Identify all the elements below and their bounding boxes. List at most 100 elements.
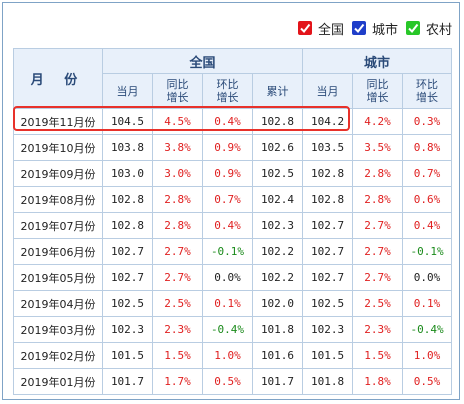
table-row: 2019年03月份 102.3 2.3% -0.4% 101.8 102.3 2.3% -0.… (13, 316, 453, 343)
cell-c_yoy: 2.3% (352, 316, 404, 343)
cell-c_cur: 102.5 (302, 290, 354, 317)
cell-n_yoy: 2.5% (152, 290, 203, 317)
cell-month: 2019年03月份 (13, 316, 103, 343)
cell-c_mom: 0.1% (402, 290, 453, 317)
cell-c_mom: 0.0% (402, 264, 453, 291)
table-row: 2019年06月份 102.7 2.7% -0.1% 102.2 102.7 2.7% -0.… (13, 238, 453, 265)
cell-month: 2019年02月份 (13, 342, 103, 369)
table-row: 2019年11月份 104.5 4.5% 0.4% 102.8 104.2 4.2% 0.3% (13, 108, 453, 135)
cell-c_yoy: 2.8% (352, 186, 404, 213)
cell-c_cur: 103.5 (302, 134, 354, 161)
cell-n_yoy: 3.8% (152, 134, 203, 161)
cell-c_cur: 102.7 (302, 238, 354, 265)
header-month: 月 份 (13, 48, 103, 109)
cell-month: 2019年11月份 (13, 108, 103, 135)
cell-c_cur: 102.3 (302, 316, 354, 343)
cell-n_cur: 104.5 (102, 108, 153, 135)
cell-c_mom: 0.5% (402, 368, 453, 395)
header-national-col-3: 累计 (251, 73, 304, 109)
cell-n_mom: 0.7% (202, 186, 253, 213)
cell-n_yoy: 2.7% (152, 238, 203, 265)
cell-c_yoy: 1.8% (352, 368, 404, 395)
header-city-col-0: 当月 (302, 73, 354, 109)
cell-c_mom: 0.3% (402, 108, 453, 135)
cell-c_cur: 101.8 (302, 368, 354, 395)
cell-n_cum: 102.6 (251, 134, 304, 161)
cell-month: 2019年09月份 (13, 160, 103, 187)
legend-label-rural: 农村 (425, 22, 452, 38)
cell-n_cum: 102.2 (251, 264, 304, 291)
cell-n_cum: 102.0 (251, 290, 304, 317)
cell-n_cur: 102.5 (102, 290, 153, 317)
cell-c_mom: 0.6% (402, 186, 453, 213)
cell-c_mom: -0.1% (402, 238, 453, 265)
table-row: 2019年05月份 102.7 2.7% 0.0% 102.2 102.7 2.7% 0.0% (13, 264, 453, 291)
cell-n_cur: 103.0 (102, 160, 153, 187)
cell-n_yoy: 4.5% (152, 108, 203, 135)
table-row: 2019年07月份 102.8 2.8% 0.4% 102.3 102.7 2.7% 0.4% (13, 212, 453, 239)
cell-month: 2019年08月份 (13, 186, 103, 213)
table-row: 2019年01月份 101.7 1.7% 0.5% 101.7 101.8 1.8% 0.5% (13, 368, 453, 395)
cell-n_mom: 0.9% (202, 134, 253, 161)
cell-c_cur: 102.8 (302, 186, 354, 213)
cell-n_cum: 102.3 (251, 212, 304, 239)
cell-n_cum: 102.8 (251, 108, 304, 135)
cell-n_cum: 101.8 (251, 316, 304, 343)
legend: 全国 城市 农村 (297, 18, 452, 38)
cell-month: 2019年01月份 (13, 368, 103, 395)
table-row: 2019年04月份 102.5 2.5% 0.1% 102.0 102.5 2.5% 0.1% (13, 290, 453, 317)
cell-n_cum: 102.4 (251, 186, 304, 213)
cell-n_mom: 1.0% (202, 342, 253, 369)
header-city: 城市 (302, 48, 453, 74)
cell-c_yoy: 2.8% (352, 160, 404, 187)
checkbox-icon-national[interactable] (297, 21, 312, 35)
cell-month: 2019年07月份 (13, 212, 103, 239)
header-city-col-1: 同比 增长 (352, 73, 404, 109)
cell-n_mom: 0.9% (202, 160, 253, 187)
checkbox-icon-rural[interactable] (405, 21, 420, 35)
legend-item-rural[interactable]: 农村 (405, 19, 452, 38)
cell-c_yoy: 4.2% (352, 108, 404, 135)
cell-c_yoy: 2.7% (352, 238, 404, 265)
cell-n_yoy: 3.0% (152, 160, 203, 187)
header-national-col-1: 同比 增长 (152, 73, 203, 109)
cell-c_mom: 1.0% (402, 342, 453, 369)
header-national: 全国 (101, 48, 304, 74)
checkbox-icon-city[interactable] (351, 21, 366, 35)
cell-c_yoy: 3.5% (352, 134, 404, 161)
cell-n_cum: 101.7 (251, 368, 304, 395)
cell-c_cur: 102.7 (302, 264, 354, 291)
cell-n_mom: 0.5% (202, 368, 253, 395)
cell-n_cum: 102.2 (251, 238, 304, 265)
cell-n_yoy: 2.8% (152, 212, 203, 239)
cell-month: 2019年10月份 (13, 134, 103, 161)
cell-n_yoy: 1.7% (152, 368, 203, 395)
cell-c_mom: -0.4% (402, 316, 453, 343)
cell-c_yoy: 2.5% (352, 290, 404, 317)
cell-n_cum: 101.6 (251, 342, 304, 369)
table-row: 2019年02月份 101.5 1.5% 1.0% 101.6 101.5 1.5% 1.0% (13, 342, 453, 369)
cell-n_mom: -0.1% (202, 238, 253, 265)
cell-c_cur: 104.2 (302, 108, 354, 135)
table-row: 2019年10月份 103.8 3.8% 0.9% 102.6 103.5 3.5% 0.8% (13, 134, 453, 161)
cell-n_cur: 101.7 (102, 368, 153, 395)
header-national-col-0: 当月 (102, 73, 153, 109)
cell-c_yoy: 2.7% (352, 264, 404, 291)
cell-c_cur: 102.8 (302, 160, 354, 187)
cell-n_mom: 0.4% (202, 212, 253, 239)
cell-n_mom: 0.4% (202, 108, 253, 135)
cell-n_yoy: 1.5% (152, 342, 203, 369)
cell-n_cur: 103.8 (102, 134, 153, 161)
cell-n_mom: 0.1% (202, 290, 253, 317)
legend-item-city[interactable]: 城市 (351, 19, 398, 38)
legend-item-national[interactable]: 全国 (297, 19, 344, 38)
cell-n_cur: 102.3 (102, 316, 153, 343)
cell-n_cum: 102.5 (251, 160, 304, 187)
header-national-col-2: 环比 增长 (202, 73, 253, 109)
cell-n_yoy: 2.7% (152, 264, 203, 291)
table-row: 2019年09月份 103.0 3.0% 0.9% 102.5 102.8 2.8% 0.7% (13, 160, 453, 187)
price-index-table: 月 份 全国 城市 当月 同比 增长 环比 增长 累计 当月 同比 增长 环比 增长 2019年11… (13, 48, 453, 395)
cell-n_yoy: 2.8% (152, 186, 203, 213)
cell-c_mom: 0.8% (402, 134, 453, 161)
cell-n_mom: 0.0% (202, 264, 253, 291)
